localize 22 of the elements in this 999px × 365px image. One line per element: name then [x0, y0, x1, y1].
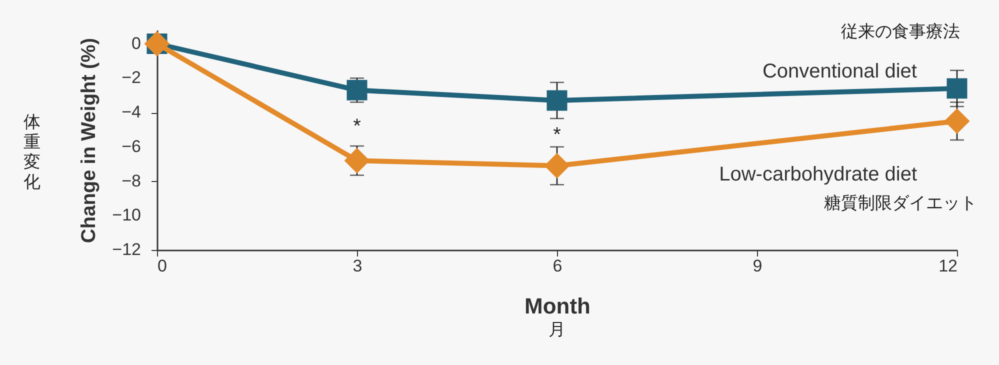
x-tick-label: 3	[352, 256, 362, 276]
x-tick-label: 6	[552, 256, 562, 276]
annotation: *	[553, 124, 562, 146]
y-tick-label: −6	[122, 136, 141, 156]
y-tick-label: −2	[122, 68, 141, 88]
annotation: 従来の食事療法	[840, 22, 960, 42]
x-axis-title: Month	[524, 294, 590, 318]
text: 体重変化	[24, 112, 40, 192]
y-axis-title: Change in Weight (%)	[78, 38, 100, 244]
x-tick-label: 9	[752, 256, 762, 276]
annotation: *	[353, 115, 362, 138]
text: 月	[548, 320, 566, 339]
series-label: Conventional diet	[762, 60, 918, 82]
y-tick-label: −10	[112, 206, 141, 225]
y-tick-label: −12	[112, 240, 141, 259]
y-tick-label: 0	[132, 34, 141, 53]
y-tick-label: −8	[122, 171, 141, 190]
x-tick-label: 12	[938, 256, 958, 276]
annotation: 糖質制限ダイエット	[824, 194, 977, 213]
y-tick-label: −4	[122, 102, 141, 122]
x-tick-label: 0	[158, 256, 167, 276]
series-label: Low-carbohydrate diet	[719, 163, 918, 186]
